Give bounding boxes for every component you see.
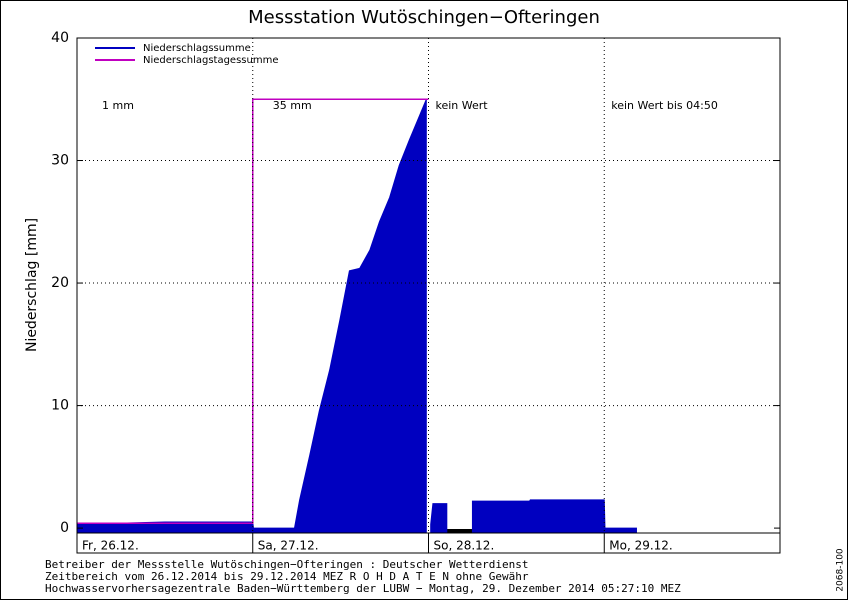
marker [446,529,474,533]
y-axis-label: Niederschlag [mm] [24,218,40,352]
x-tick-label: Sa, 27.12. [258,539,319,553]
x-tick-label: Fr, 26.12. [82,539,139,553]
legend-label: Niederschlagstagessumme [143,55,278,66]
x-tick-label: Mo, 29.12. [609,539,673,553]
y-tick-label: 30 [51,153,69,169]
chart-title: Messstation Wutöschingen−Ofteringen [248,7,600,28]
y-tick-label: 20 [51,275,69,291]
code: 2068-100 [836,548,846,592]
area [76,99,427,534]
legend-label: Niederschlagssumme [143,43,251,54]
y-tick-label: 10 [51,398,69,414]
footer-line: Zeitbereich vom 26.12.2014 bis 29.12.201… [45,570,529,583]
area [471,499,637,534]
y-tick-label: 40 [51,30,69,46]
day-label: kein Wert bis 04:50 [611,99,718,112]
x-tick-label: So, 28.12. [434,539,495,553]
area [430,503,448,534]
day-label: 35 mm [273,99,312,112]
footer-line: Betreiber der Messstelle Wutöschingen−Of… [45,558,528,571]
day-label: 1 mm [102,99,134,112]
line [77,98,429,524]
footer-line: Hochwasservorhersagezentrale Baden−Württ… [45,582,681,595]
x-axis-band [76,532,781,554]
day-label: kein Wert [436,99,489,112]
y-tick-label: 0 [60,520,69,536]
